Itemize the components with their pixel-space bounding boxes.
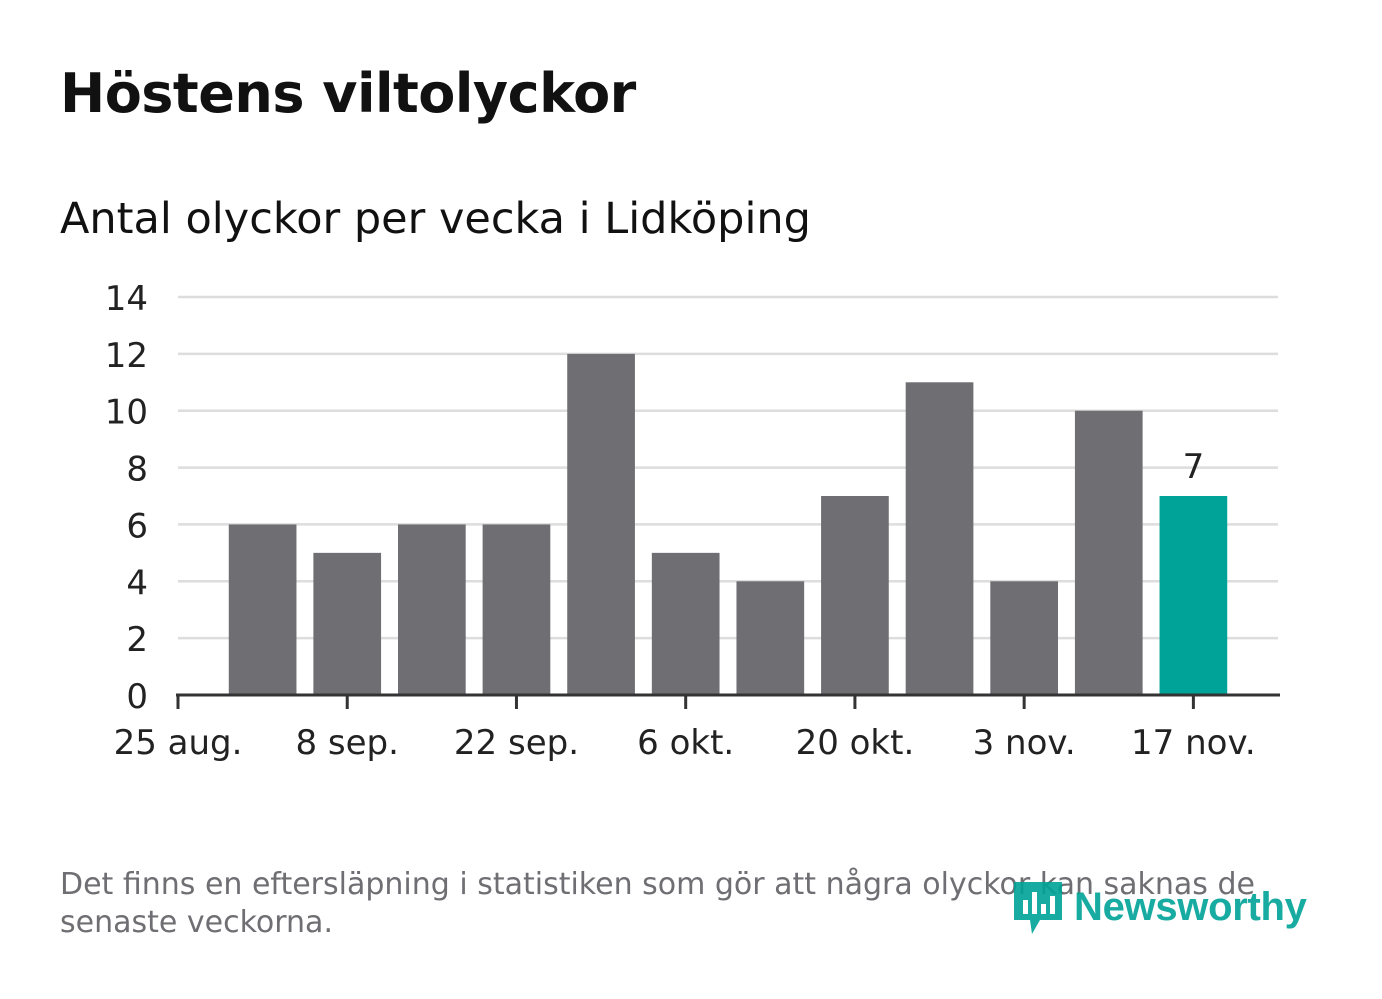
bar xyxy=(905,382,974,695)
bar-highlight xyxy=(1159,496,1228,695)
newsworthy-logo-icon xyxy=(1014,882,1062,934)
x-tick-label: 6 okt. xyxy=(637,723,734,763)
y-tick-label: 8 xyxy=(126,450,148,490)
annotations: 7 xyxy=(1183,447,1205,487)
bar xyxy=(313,552,382,695)
x-tick-label: 8 sep. xyxy=(295,723,398,763)
bar xyxy=(1074,410,1143,695)
brand-logo: Newsworthy xyxy=(1010,876,1307,938)
y-tick-label: 2 xyxy=(126,620,148,660)
x-axis xyxy=(176,693,1280,709)
bar xyxy=(651,552,720,695)
y-tick-label: 12 xyxy=(105,336,148,376)
y-tick-label: 4 xyxy=(126,563,148,603)
bar xyxy=(821,496,889,695)
chart-title: Höstens viltolyckor xyxy=(60,62,636,125)
bars xyxy=(228,353,1228,695)
bar xyxy=(567,353,635,695)
chart-subtitle: Antal olyckor per vecka i Lidköping xyxy=(60,194,811,244)
bar xyxy=(736,581,805,695)
y-tick-label: 14 xyxy=(105,279,148,319)
y-axis-labels: 0 2 4 6 8 10 12 14 xyxy=(105,279,148,717)
bar xyxy=(228,524,297,695)
x-tick-label: 17 nov. xyxy=(1131,723,1256,763)
y-tick-label: 0 xyxy=(126,677,148,717)
bar xyxy=(990,581,1058,695)
x-axis-labels: 25 aug. 8 sep. 22 sep. 6 okt. 20 okt. 3 nov. 1… xyxy=(114,723,1256,763)
bar-chart: 0 2 4 6 8 10 12 14 25 aug. 8 sep. 22 sep. 6 okt. 20… xyxy=(105,279,1280,763)
x-tick-label: 22 sep. xyxy=(454,723,579,763)
highlight-data-label: 7 xyxy=(1183,447,1205,487)
y-tick-label: 10 xyxy=(105,393,148,433)
y-tick-label: 6 xyxy=(126,506,148,546)
x-tick-label: 25 aug. xyxy=(114,723,243,763)
bar xyxy=(398,524,466,695)
x-tick-label: 20 okt. xyxy=(796,723,915,763)
bar xyxy=(482,524,551,695)
brand-name: Newsworthy xyxy=(1074,884,1307,929)
x-tick-label: 3 nov. xyxy=(973,723,1076,763)
